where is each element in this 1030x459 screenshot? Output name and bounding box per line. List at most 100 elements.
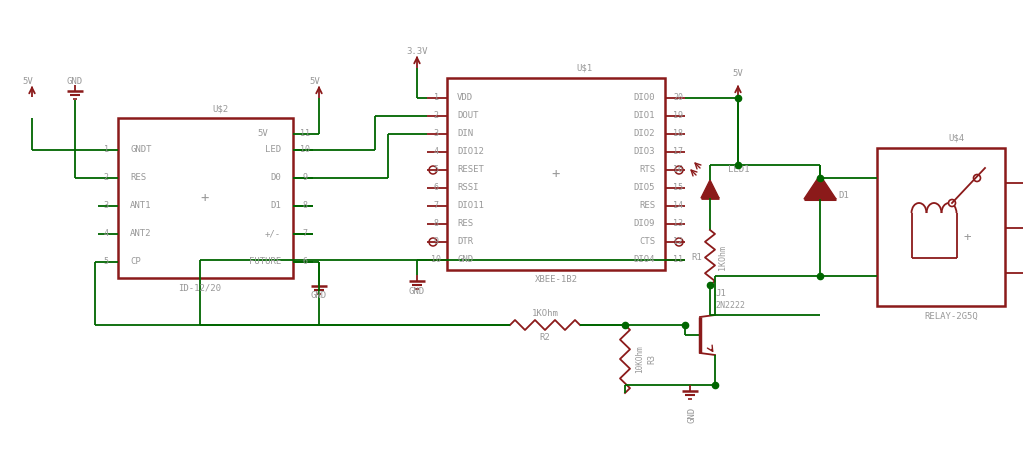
Text: DIO1: DIO1 [633,112,655,121]
Text: 7: 7 [434,202,439,211]
Text: GND: GND [67,78,83,86]
Text: 4: 4 [434,147,439,157]
Text: 2: 2 [434,112,439,121]
Text: RES: RES [639,202,655,211]
Bar [447,78,665,270]
Text: DIO2: DIO2 [633,129,655,139]
Text: DIO4: DIO4 [633,256,655,264]
Text: 13: 13 [673,219,683,229]
Text: 1: 1 [434,94,439,102]
Text: GND: GND [311,291,328,301]
Text: D1: D1 [838,190,849,200]
Text: DOUT: DOUT [457,112,479,121]
Text: 10KOhm: 10KOhm [636,345,644,373]
Text: DIN: DIN [457,129,473,139]
Text: 5V: 5V [23,78,33,86]
Text: ANT1: ANT1 [130,202,151,211]
Text: 20: 20 [673,94,683,102]
Text: 3: 3 [103,202,108,211]
Text: 11: 11 [673,256,683,264]
Text: J1: J1 [715,289,726,297]
Text: 8: 8 [434,219,439,229]
Text: DIO5: DIO5 [633,184,655,192]
Text: 9: 9 [434,237,439,246]
Circle shape [430,166,437,174]
Text: 17: 17 [673,147,683,157]
Text: GND: GND [687,407,696,423]
Text: 1: 1 [103,146,108,155]
Text: D1: D1 [270,202,281,211]
Text: 5: 5 [434,166,439,174]
Text: 11: 11 [300,129,310,139]
Text: D0: D0 [270,174,281,183]
Text: 6: 6 [434,184,439,192]
Text: R3: R3 [647,354,656,364]
Text: DIO0: DIO0 [633,94,655,102]
Polygon shape [804,175,836,199]
Text: U$4: U$4 [948,134,964,142]
Text: VDD: VDD [457,94,473,102]
Text: CTS: CTS [639,237,655,246]
Text: 8: 8 [303,202,308,211]
Text: R1: R1 [691,253,702,263]
Text: DIO3: DIO3 [633,147,655,157]
Circle shape [430,238,437,246]
Text: RELAY-2G5Q: RELAY-2G5Q [924,312,977,320]
Text: +: + [201,191,209,205]
Text: 3.3V: 3.3V [406,47,427,56]
Text: DTR: DTR [457,237,473,246]
Text: RES: RES [130,174,146,183]
Text: GNDT: GNDT [130,146,151,155]
Text: RTS: RTS [639,166,655,174]
Text: 5V: 5V [310,78,320,86]
Text: 5: 5 [103,257,108,267]
Text: 18: 18 [673,129,683,139]
Text: +: + [552,167,560,181]
Text: 10: 10 [431,256,441,264]
Text: +/-: +/- [265,230,281,239]
Text: 19: 19 [673,112,683,121]
Text: DIO9: DIO9 [633,219,655,229]
Polygon shape [701,180,719,198]
Text: LED: LED [265,146,281,155]
Text: GND: GND [409,286,425,296]
Text: 9: 9 [303,174,308,183]
Text: 2: 2 [103,174,108,183]
Text: XBEE-1B2: XBEE-1B2 [535,275,578,285]
Text: R2: R2 [540,332,550,341]
Text: RESET: RESET [457,166,484,174]
Text: LED1: LED1 [728,166,750,174]
Text: 10: 10 [300,146,310,155]
Text: 1KOhm: 1KOhm [531,308,558,318]
Text: 6: 6 [303,257,308,267]
Text: 3: 3 [434,129,439,139]
Text: 16: 16 [673,166,683,174]
Bar [118,118,293,278]
Text: ANT2: ANT2 [130,230,151,239]
Circle shape [973,174,981,181]
Text: U$2: U$2 [212,105,228,113]
Text: 15: 15 [673,184,683,192]
Text: ID-12/20: ID-12/20 [178,284,221,292]
Text: 5V: 5V [732,69,744,78]
Bar [877,148,1005,306]
Text: 7: 7 [303,230,308,239]
Text: 14: 14 [673,202,683,211]
Text: GND: GND [457,256,473,264]
Text: U$1: U$1 [576,63,592,73]
Text: FUTURE: FUTURE [249,257,281,267]
Text: RSSI: RSSI [457,184,479,192]
Text: RES: RES [457,219,473,229]
Text: DIO12: DIO12 [457,147,484,157]
Circle shape [949,200,956,207]
Circle shape [675,238,683,246]
Circle shape [675,166,683,174]
Text: 5V: 5V [258,129,269,139]
Text: 12: 12 [673,237,683,246]
Text: DIO11: DIO11 [457,202,484,211]
Text: 4: 4 [103,230,108,239]
Text: 2N2222: 2N2222 [715,301,745,309]
Text: CP: CP [130,257,141,267]
Text: +: + [963,230,970,244]
Text: 1KOhm: 1KOhm [718,246,727,270]
